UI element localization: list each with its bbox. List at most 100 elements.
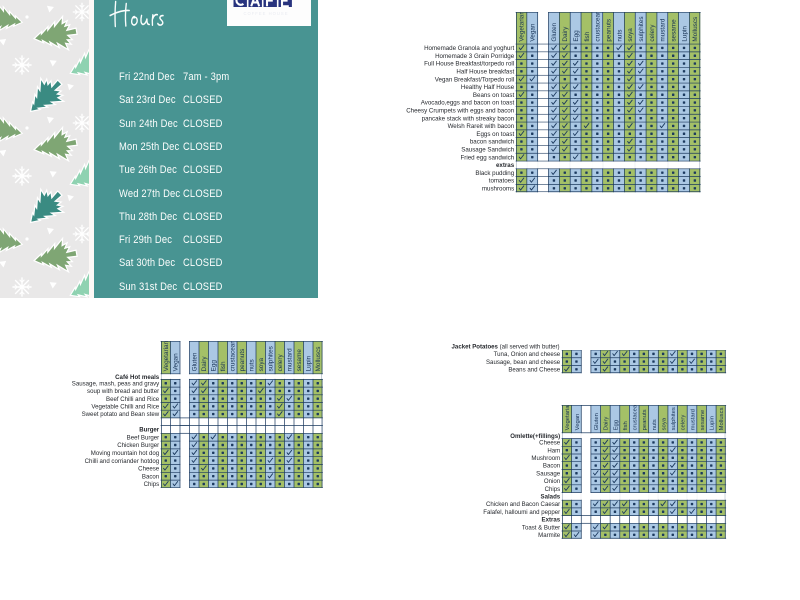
svg-text:Onion: Onion: [544, 478, 560, 485]
svg-text:Black pudding: Black pudding: [476, 170, 515, 177]
svg-text:Healthy Half House: Healthy Half House: [461, 84, 515, 91]
svg-text:soup with bread and butter: soup with bread and butter: [87, 388, 159, 395]
svg-text:crustaceans: crustaceans: [229, 341, 236, 371]
svg-text:nuts: nuts: [616, 30, 623, 42]
svg-text:Sausage, bean and cheese: Sausage, bean and cheese: [486, 359, 561, 366]
svg-text:Bacon: Bacon: [543, 462, 560, 469]
svg-text:Vegan Breakfast/Torpedo roll: Vegan Breakfast/Torpedo roll: [435, 76, 514, 83]
svg-text:Gluten: Gluten: [594, 413, 600, 430]
svg-text:pancake stack with streaky bac: pancake stack with streaky bacon: [422, 115, 515, 122]
svg-text:mustard: mustard: [286, 347, 293, 371]
svg-text:Dairy: Dairy: [562, 26, 569, 42]
svg-text:peanuts: peanuts: [642, 409, 648, 430]
svg-text:Homemade Granola and yoghurt: Homemade Granola and yoghurt: [424, 45, 514, 52]
svg-text:Sweet potato and Bean stew: Sweet potato and Bean stew: [81, 411, 159, 418]
svg-text:soya: soya: [627, 28, 634, 42]
svg-text:Vegan: Vegan: [574, 413, 580, 430]
svg-text:Ham: Ham: [547, 447, 560, 454]
svg-text:Cheese: Cheese: [138, 465, 160, 472]
svg-text:Eggs on toast: Eggs on toast: [477, 131, 515, 138]
svg-text:Chips: Chips: [544, 485, 560, 492]
svg-text:Marmite: Marmite: [538, 532, 561, 539]
svg-text:Mushroom: Mushroom: [531, 455, 560, 462]
svg-text:tomatoes: tomatoes: [489, 178, 514, 185]
svg-text:Vegan: Vegan: [530, 23, 537, 42]
svg-text:Avocado,eggs and bacon on toas: Avocado,eggs and bacon on toast: [421, 100, 515, 107]
svg-text:Chicken Burger: Chicken Burger: [117, 442, 159, 449]
svg-text:mustard: mustard: [690, 409, 696, 430]
svg-text:Chips: Chips: [143, 481, 159, 488]
svg-text:celery: celery: [277, 353, 284, 371]
svg-text:bacon sandwich: bacon sandwich: [470, 139, 515, 146]
svg-text:sesame: sesame: [671, 19, 678, 42]
svg-text:soya: soya: [258, 357, 265, 371]
svg-text:sulphites: sulphites: [267, 346, 274, 371]
svg-text:peanuts: peanuts: [606, 19, 613, 42]
svg-text:Fried egg sandwich: Fried egg sandwich: [461, 154, 515, 161]
svg-text:Chilli and corriander hotdog: Chilli and corriander hotdog: [84, 457, 159, 464]
svg-text:Salads: Salads: [540, 493, 560, 500]
svg-text:Burger: Burger: [139, 426, 160, 433]
svg-text:Vegan: Vegan: [172, 352, 179, 371]
svg-text:Beef Burger: Beef Burger: [126, 434, 159, 441]
svg-text:Lupin: Lupin: [709, 416, 715, 430]
svg-text:fish: fish: [220, 361, 227, 371]
svg-text:Molluscs: Molluscs: [719, 407, 725, 430]
svg-text:Half House breakfast: Half House breakfast: [457, 69, 515, 76]
svg-text:Falafel, halloumi and pepper: Falafel, halloumi and pepper: [483, 509, 560, 516]
svg-text:Omlette(+fillings): Omlette(+fillings): [510, 433, 560, 440]
svg-text:crustaceans: crustaceans: [632, 405, 638, 430]
svg-text:Vegetable Chilli and Rice: Vegetable Chilli and Rice: [91, 403, 159, 410]
svg-text:nuts: nuts: [651, 419, 657, 430]
svg-text:Toast & Butter: Toast & Butter: [522, 524, 560, 531]
svg-text:Lupin: Lupin: [682, 26, 689, 42]
svg-text:Homemade 3 Grain Porridge: Homemade 3 Grain Porridge: [435, 53, 515, 60]
svg-text:sulphites: sulphites: [671, 407, 677, 430]
svg-text:crustaceans: crustaceans: [595, 12, 602, 42]
svg-text:celery: celery: [649, 24, 656, 42]
svg-text:Full House Breakfast/torpedo r: Full House Breakfast/torpedo roll: [424, 61, 514, 68]
svg-text:fish: fish: [584, 31, 591, 41]
svg-text:Dairy: Dairy: [603, 416, 609, 430]
svg-text:Beef Chilli and Rice: Beef Chilli and Rice: [106, 395, 160, 402]
svg-text:Gluten: Gluten: [551, 23, 558, 42]
svg-text:Bacon: Bacon: [141, 473, 158, 480]
svg-text:Gluten: Gluten: [191, 352, 198, 371]
svg-text:soya: soya: [661, 417, 667, 430]
svg-text:Lupin: Lupin: [305, 355, 312, 371]
svg-text:fish: fish: [622, 421, 628, 430]
svg-text:Extras: Extras: [541, 516, 560, 523]
svg-text:Tuna, Onion and cheese: Tuna, Onion and cheese: [493, 351, 560, 358]
svg-text:Cheese: Cheese: [539, 439, 561, 446]
svg-text:extras: extras: [496, 162, 515, 169]
svg-text:COFFEE HOUSE: COFFEE HOUSE: [243, 11, 288, 16]
svg-text:Moving mountain hot dog: Moving mountain hot dog: [90, 449, 158, 456]
svg-text:sesame: sesame: [296, 348, 303, 371]
svg-text:Vegetarian: Vegetarian: [565, 405, 571, 430]
svg-text:Sausage Sandwich: Sausage Sandwich: [461, 147, 515, 154]
svg-text:celery: celery: [680, 414, 686, 430]
svg-text:Chicken and Bacon Caesar: Chicken and Bacon Caesar: [486, 501, 560, 508]
svg-text:Sausage: Sausage: [536, 470, 561, 477]
svg-text:peanuts: peanuts: [239, 348, 246, 371]
svg-text:Café Hot meals: Café Hot meals: [115, 373, 160, 380]
svg-text:Vegetarian: Vegetarian: [163, 341, 170, 371]
svg-text:Jacket Potatoes (all served wi: Jacket Potatoes (all served with butter): [452, 344, 560, 351]
svg-text:Beans and Cheese: Beans and Cheese: [508, 367, 560, 374]
svg-text:Dairy: Dairy: [201, 355, 208, 371]
svg-text:Egg: Egg: [613, 420, 619, 430]
svg-text:sesame: sesame: [700, 409, 706, 430]
svg-text:nuts: nuts: [248, 359, 255, 371]
svg-text:sulphites: sulphites: [638, 17, 645, 42]
svg-text:Molluscs: Molluscs: [315, 346, 322, 371]
svg-text:Cheesy Crumpets with eggs and: Cheesy Crumpets with eggs and bacon: [406, 108, 515, 115]
svg-text:Vegetarian: Vegetarian: [519, 12, 526, 42]
svg-text:mushrooms: mushrooms: [482, 186, 514, 193]
svg-text:Sausage, mash, peas and gravy: Sausage, mash, peas and gravy: [71, 380, 159, 387]
svg-text:Molluscs: Molluscs: [692, 17, 699, 42]
svg-text:Egg: Egg: [210, 359, 217, 371]
svg-text:Egg: Egg: [573, 30, 580, 42]
svg-text:Welsh Rareit with bacon: Welsh Rareit with bacon: [448, 123, 515, 130]
svg-text:mustard: mustard: [660, 18, 667, 42]
svg-text:Beans on toast: Beans on toast: [473, 92, 515, 99]
